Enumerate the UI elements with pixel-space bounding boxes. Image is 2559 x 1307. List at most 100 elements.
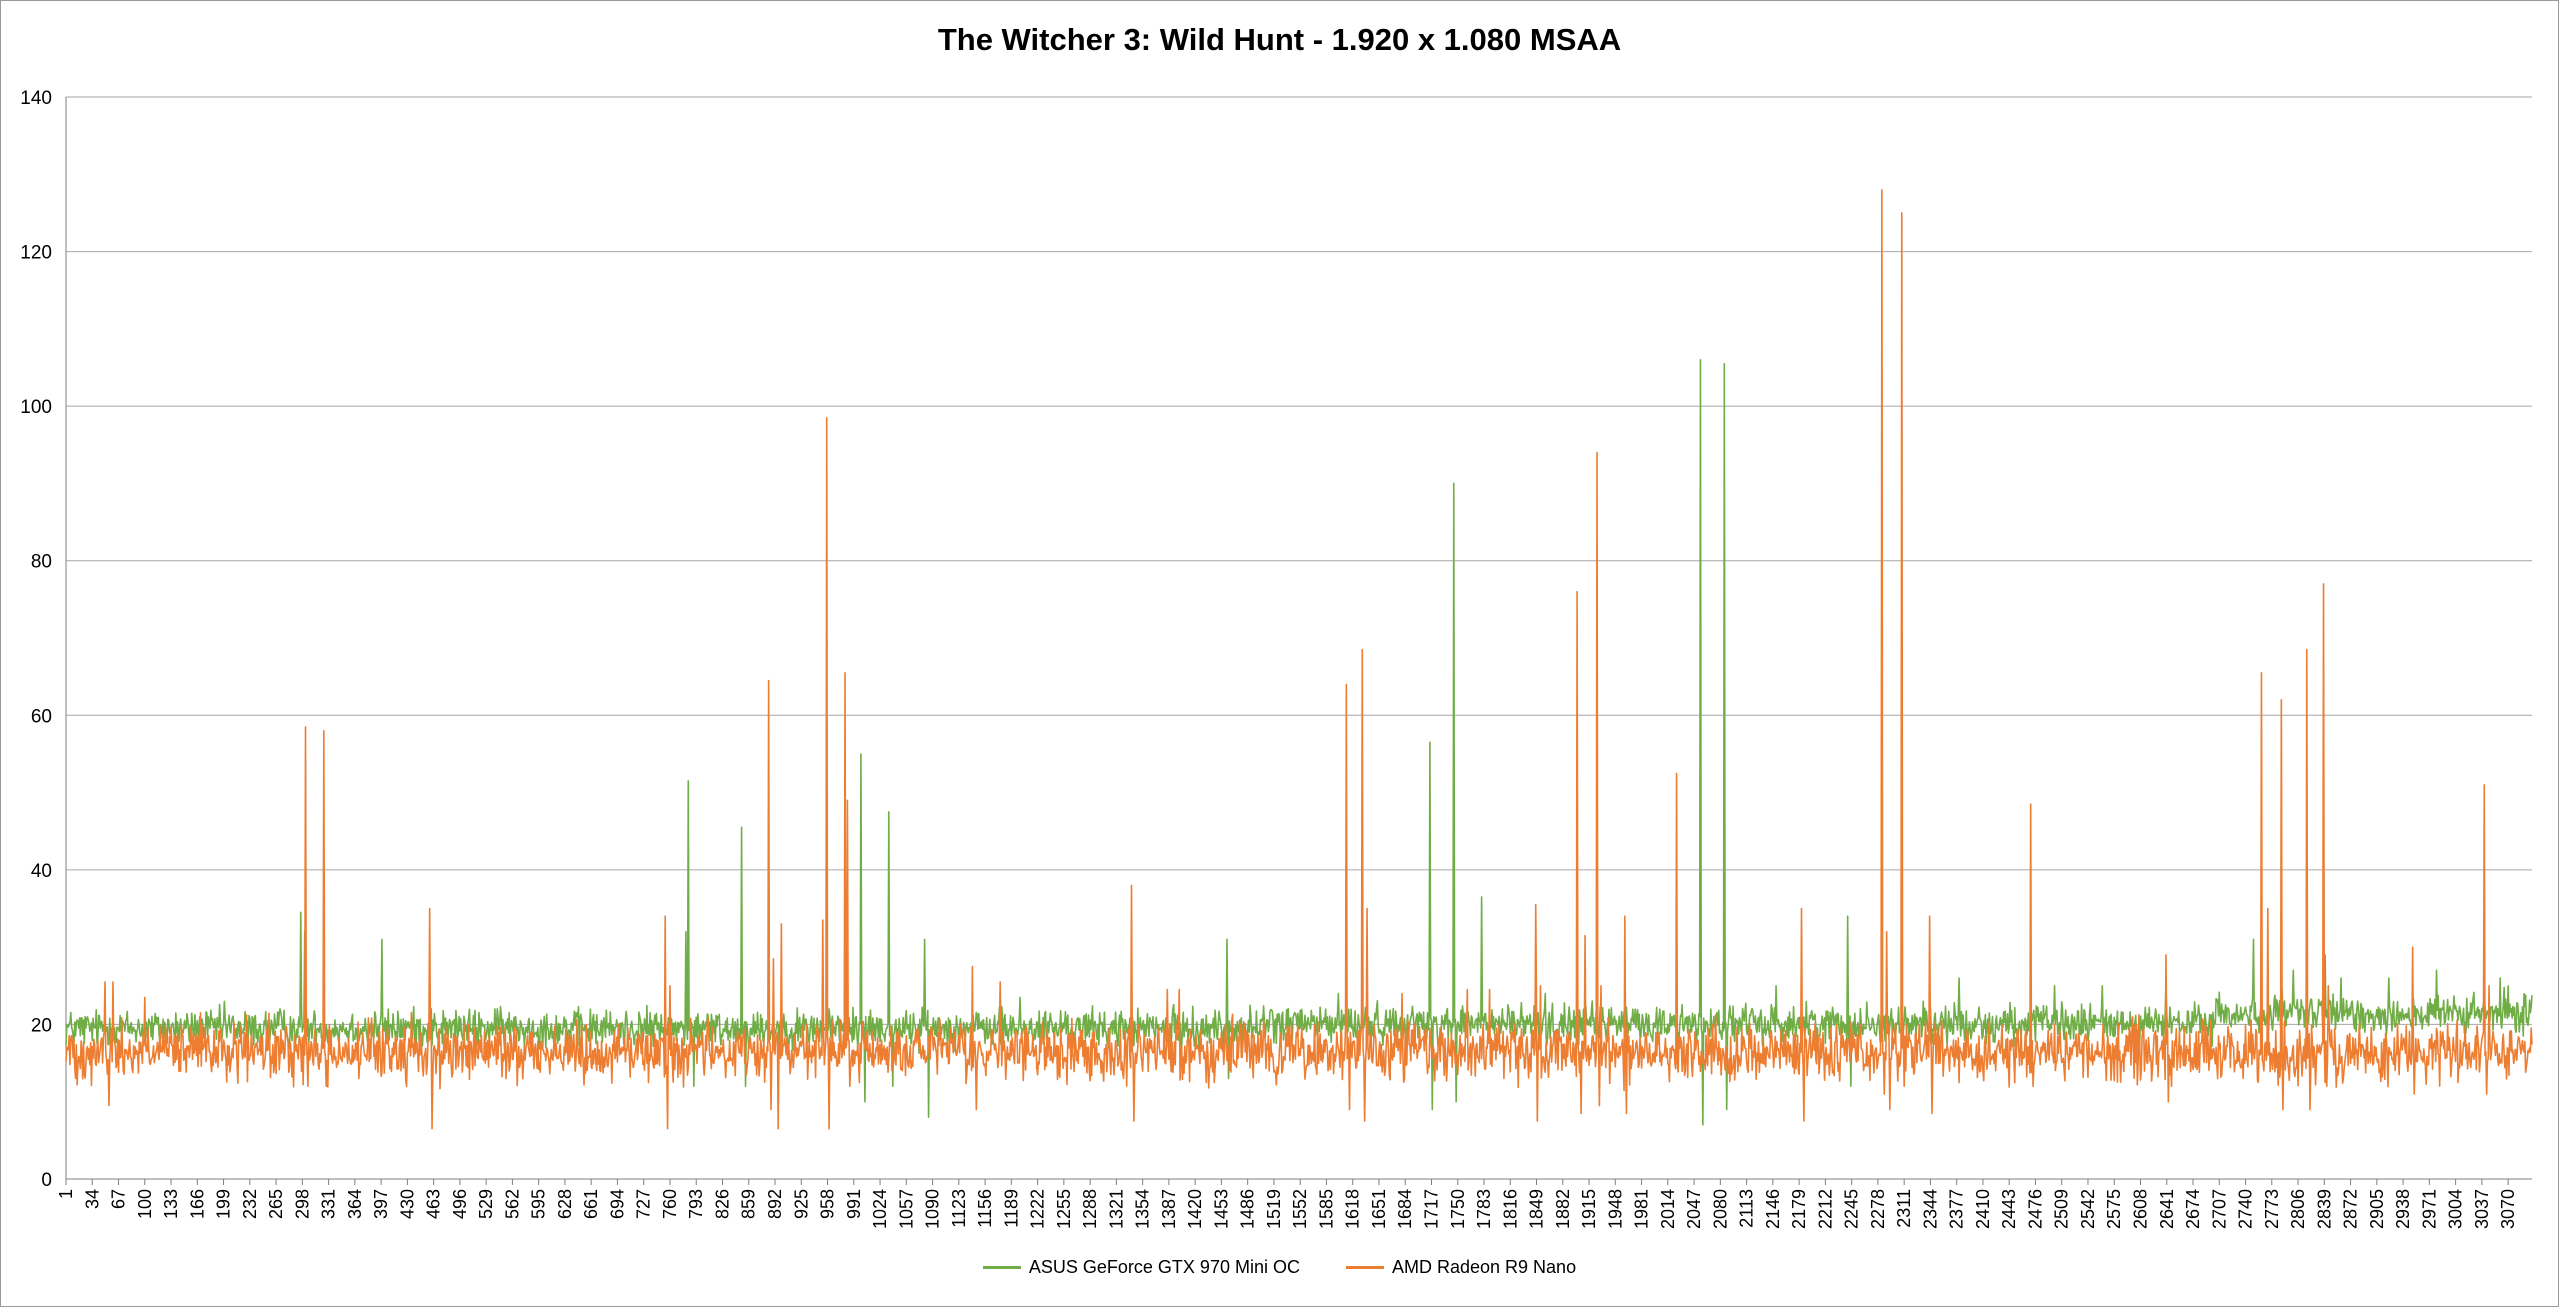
x-tick-label: 2971 — [2419, 1189, 2439, 1229]
y-tick-label: 80 — [31, 552, 52, 573]
x-tick-label: 793 — [686, 1189, 706, 1219]
x-tick-label: 1255 — [1054, 1189, 1074, 1229]
legend-label-gtx970: ASUS GeForce GTX 970 Mini OC — [1028, 1257, 1300, 1277]
x-tick-label: 2740 — [2236, 1189, 2256, 1229]
y-tick-label: 100 — [20, 397, 52, 418]
x-tick-label: 1816 — [1500, 1189, 1520, 1229]
x-tick-label: 826 — [712, 1189, 732, 1219]
x-tick-label: 2674 — [2183, 1189, 2203, 1229]
x-tick-label: 1915 — [1579, 1189, 1599, 1229]
x-tick-label: 2806 — [2288, 1189, 2308, 1229]
x-tick-label: 1519 — [1264, 1189, 1284, 1229]
x-tick-label: 661 — [581, 1189, 601, 1219]
x-tick-label: 2443 — [1999, 1189, 2019, 1229]
x-tick-label: 1585 — [1316, 1189, 1336, 1229]
x-tick-label: 1420 — [1185, 1189, 1205, 1229]
x-tick-label: 2410 — [1973, 1189, 1993, 1229]
x-tick-label: 1948 — [1605, 1189, 1625, 1229]
x-tick-label: 1552 — [1290, 1189, 1310, 1229]
x-tick-label: 1684 — [1395, 1189, 1415, 1229]
y-tick-label: 120 — [20, 243, 52, 264]
x-tick-label: 232 — [240, 1189, 260, 1219]
x-tick-label: 1 — [56, 1189, 76, 1199]
x-tick-label: 628 — [555, 1189, 575, 1219]
x-tick-label: 562 — [502, 1189, 522, 1219]
x-tick-label: 892 — [765, 1189, 785, 1219]
x-tick-label: 925 — [791, 1189, 811, 1219]
x-tick-label: 760 — [660, 1189, 680, 1219]
x-tick-label: 1849 — [1527, 1189, 1547, 1229]
x-tick-label: 1288 — [1080, 1189, 1100, 1229]
x-tick-label: 2938 — [2393, 1189, 2413, 1229]
y-tick-label: 0 — [41, 1170, 52, 1191]
x-tick-label: 3070 — [2498, 1189, 2518, 1229]
legend-item-r9nano: AMD Radeon R9 Nano — [1345, 1257, 1577, 1278]
x-tick-label: 1189 — [1001, 1189, 1021, 1228]
x-tick-label: 2179 — [1789, 1189, 1809, 1229]
x-tick-label: 2047 — [1684, 1189, 1704, 1229]
x-tick-label: 1024 — [870, 1189, 890, 1229]
x-tick-label: 2344 — [1920, 1189, 1940, 1229]
x-tick-label: 727 — [634, 1189, 654, 1219]
x-tick-label: 595 — [529, 1189, 549, 1219]
x-tick-label: 1750 — [1448, 1189, 1468, 1229]
x-tick-label: 3037 — [2472, 1189, 2492, 1229]
x-tick-label: 2014 — [1658, 1189, 1678, 1229]
x-tick-label: 2278 — [1868, 1189, 1888, 1229]
x-tick-label: 694 — [607, 1189, 627, 1219]
x-tick-label: 1387 — [1159, 1189, 1179, 1229]
x-tick-label: 34 — [82, 1189, 102, 1209]
y-tick-label: 140 — [20, 88, 52, 109]
x-tick-label: 1981 — [1632, 1189, 1652, 1229]
y-tick-label: 60 — [31, 706, 52, 727]
x-tick-label: 199 — [214, 1189, 234, 1219]
x-tick-label: 364 — [345, 1189, 365, 1219]
axes — [65, 97, 2532, 1185]
x-tick-label: 1090 — [923, 1189, 943, 1229]
x-tick-label: 2575 — [2104, 1189, 2124, 1229]
x-tick-label: 991 — [844, 1189, 864, 1219]
x-tick-label: 1453 — [1211, 1189, 1231, 1229]
x-tick-label: 2641 — [2157, 1189, 2177, 1229]
x-tick-label: 2707 — [2209, 1189, 2229, 1229]
x-tick-label: 1651 — [1369, 1189, 1389, 1229]
x-tick-label: 2212 — [1815, 1189, 1835, 1229]
y-tick-labels: 0 20 40 60 80 100 120 140 — [20, 88, 52, 1191]
x-tick-label: 2146 — [1763, 1189, 1783, 1229]
x-tick-label: 1156 — [975, 1189, 995, 1228]
legend-swatch-r9nano — [1345, 1266, 1384, 1269]
x-tick-label: 1717 — [1421, 1189, 1441, 1229]
x-tick-label: 397 — [371, 1189, 391, 1219]
x-tick-label: 2311 — [1894, 1189, 1914, 1228]
x-tick-label: 2245 — [1842, 1189, 1862, 1229]
x-tick-label: 2476 — [2025, 1189, 2045, 1229]
x-tick-label: 2113 — [1737, 1189, 1757, 1228]
x-tick-label: 529 — [476, 1189, 496, 1219]
x-tick-label: 2839 — [2314, 1189, 2334, 1229]
legend-label-r9nano: AMD Radeon R9 Nano — [1391, 1257, 1577, 1277]
x-tick-label: 298 — [292, 1189, 312, 1219]
legend-swatch-gtx970 — [982, 1266, 1021, 1269]
x-tick-label: 2542 — [2078, 1189, 2098, 1229]
x-tick-label: 496 — [450, 1189, 470, 1219]
x-tick-label: 2608 — [2130, 1189, 2150, 1229]
x-tick-label: 1123 — [949, 1189, 969, 1228]
x-tick-label: 3004 — [2446, 1189, 2466, 1229]
x-tick-label: 1783 — [1474, 1189, 1494, 1229]
x-tick-label: 2773 — [2262, 1189, 2282, 1229]
x-tick-label: 2872 — [2341, 1189, 2361, 1229]
x-tick-label: 1486 — [1238, 1189, 1258, 1229]
series-line-r9nano — [65, 188, 2533, 1130]
x-tick-label: 166 — [187, 1189, 207, 1219]
series-line-gtx970 — [65, 358, 2533, 1126]
x-tick-label: 100 — [135, 1189, 155, 1219]
x-tick-label: 1618 — [1343, 1189, 1363, 1229]
x-tick-label: 2509 — [2052, 1189, 2072, 1229]
legend: ASUS GeForce GTX 970 Mini OC AMD Radeon … — [0, 1257, 2559, 1278]
x-tick-label: 2377 — [1947, 1189, 1967, 1229]
x-tick-label: 67 — [109, 1189, 129, 1209]
y-tick-label: 20 — [31, 1015, 52, 1036]
x-tick-label: 2080 — [1710, 1189, 1730, 1229]
